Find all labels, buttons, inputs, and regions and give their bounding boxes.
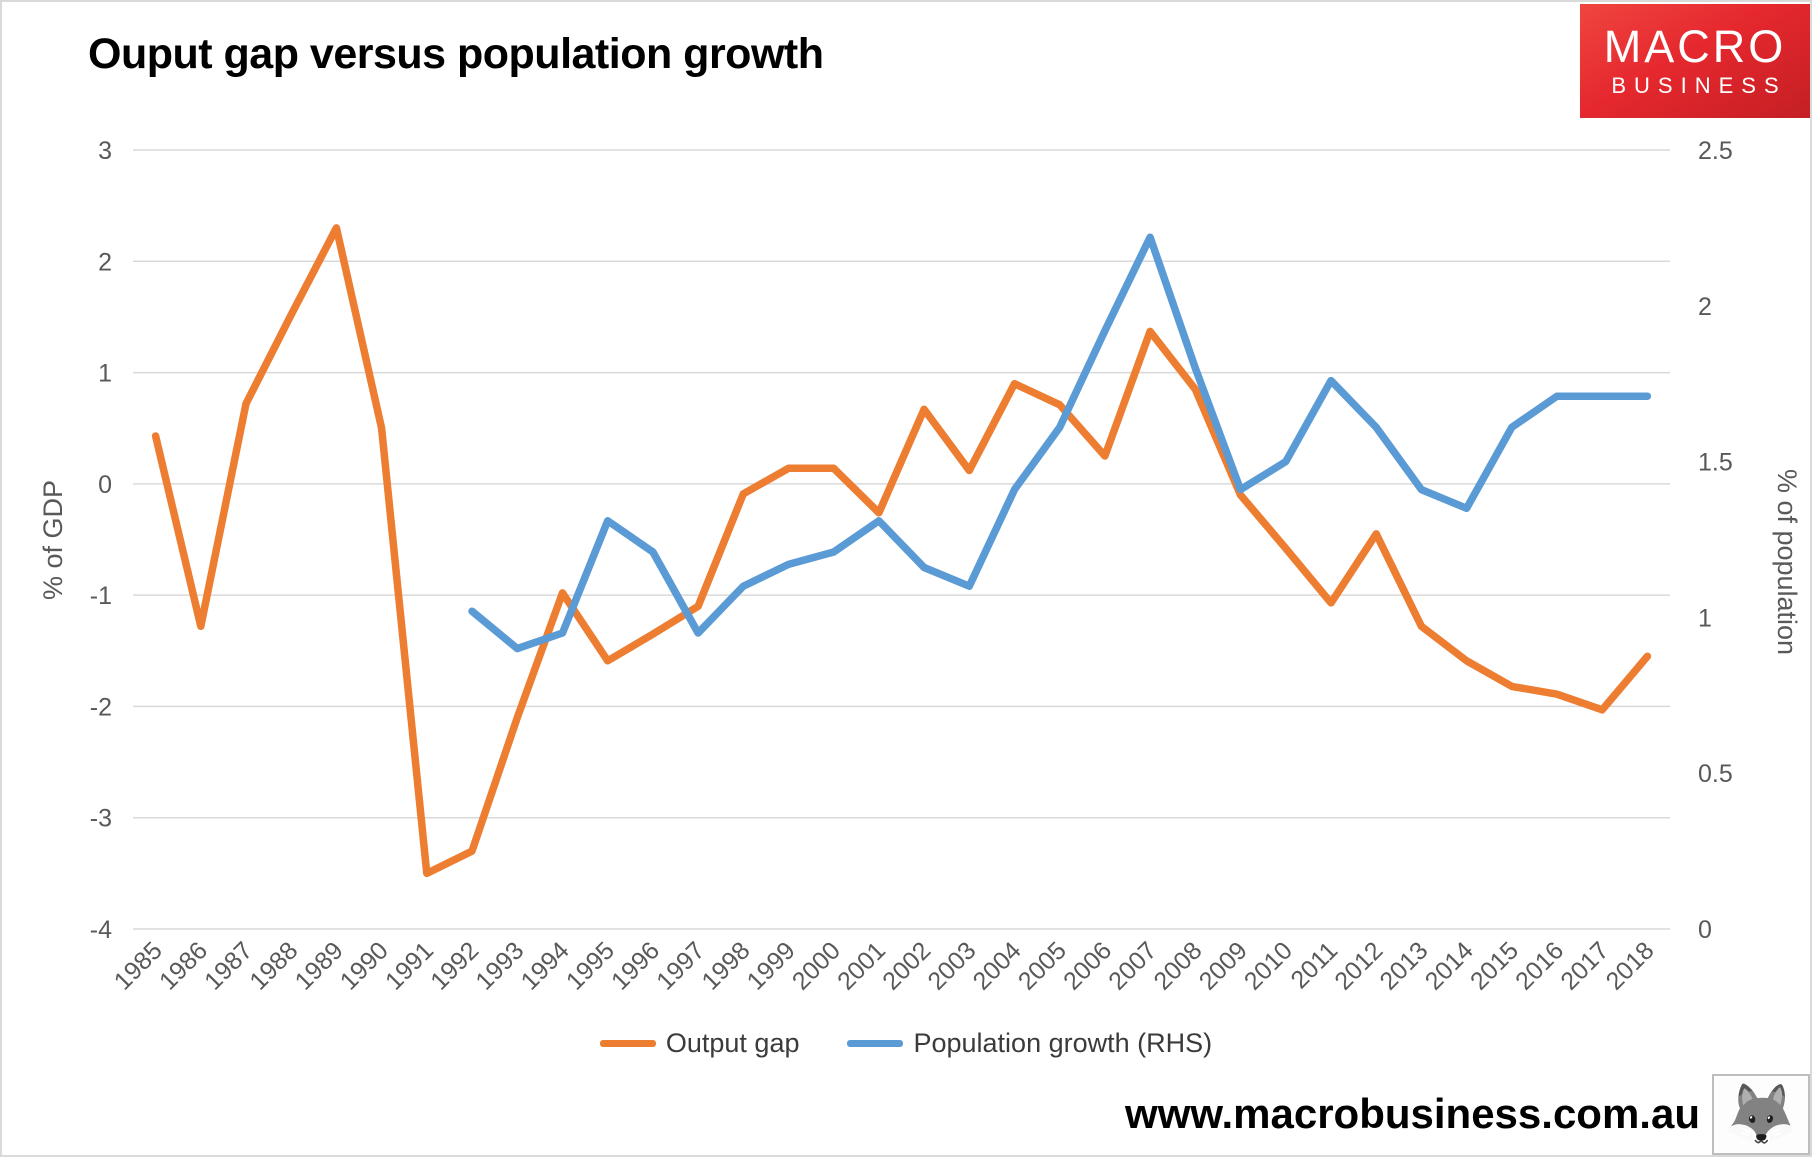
x-axis-year-label: 1987 [199,936,258,995]
x-axis-year-label: 1997 [651,936,710,995]
fox-sketch-image: 🦊 [1712,1074,1810,1155]
x-axis-year-label: 2017 [1555,936,1614,995]
y-axis-left-tick-label: 1 [98,360,112,388]
x-axis-year-label: 1989 [290,936,349,995]
x-axis-year-label: 1998 [696,936,755,995]
chart-legend: Output gap Population growth (RHS) [0,1028,1812,1059]
fox-icon: 🦊 [1723,1081,1799,1148]
x-axis-year-label: 1985 [109,936,168,995]
macrobusiness-logo: MACRO BUSINESS [1580,4,1810,118]
x-axis-year-label: 2013 [1374,936,1433,995]
y-axis-left-tick-label: -1 [90,582,112,610]
legend-label: Output gap [665,1028,800,1058]
x-axis-year-label: 1995 [561,936,620,995]
y-axis-left-tick-label: 0 [98,471,112,499]
y-axis-right-tick-label: 0 [1698,916,1712,944]
y-axis-right-title: % of population [1772,469,1802,655]
x-axis-year-label: 1999 [742,936,801,995]
population-growth-line-swatch [847,1040,904,1047]
x-axis-year-label: 2010 [1239,936,1298,995]
x-axis-year-label: 2001 [832,936,891,995]
x-axis-year-label: 2000 [787,936,846,995]
logo-line2: BUSINESS [1611,72,1787,98]
x-axis-year-label: 1990 [335,936,394,995]
x-axis-year-label: 1993 [470,936,529,995]
x-axis-year-label: 2004 [968,936,1027,995]
x-axis-year-label: 2014 [1420,936,1479,995]
x-axis-year-label: 1991 [380,936,439,995]
x-axis-year-label: 1992 [425,936,484,995]
chart-title: Ouput gap versus population growth [88,30,824,78]
x-axis-year-label: 2016 [1510,936,1569,995]
y-axis-right-tick-label: 1.5 [1698,449,1733,477]
x-axis-year-label: 2002 [877,936,936,995]
legend-label: Population growth (RHS) [913,1028,1213,1058]
output-gap-line-swatch [599,1040,656,1047]
y-axis-left-tick-label: 3 [98,137,112,165]
x-axis-year-label: 2006 [1058,936,1117,995]
legend-item-population-growth: Population growth (RHS) [847,1028,1212,1059]
series-line-output-gap [151,224,1652,878]
x-axis-year-label: 2008 [1148,936,1207,995]
y-axis-left-tick-label: 2 [98,248,112,276]
x-axis-year-label: 2005 [1013,936,1072,995]
x-axis-year-label: 2003 [922,936,981,995]
y-axis-right-tick-label: 1 [1698,604,1712,632]
y-axis-right-tick-label: 0.5 [1698,760,1733,788]
x-axis-year-label: 1994 [516,936,575,995]
x-axis-year-label: 1986 [154,936,213,995]
website-url: www.macrobusiness.com.au [1125,1090,1700,1137]
x-axis-year-label: 2012 [1329,936,1388,995]
series-line-population-growth-rhs [468,233,1652,653]
x-axis-year-label: 1988 [244,936,303,995]
y-axis-left-tick-label: -3 [90,805,112,833]
y-axis-right-tick-label: 2.5 [1698,137,1733,165]
x-axis-year-label: 2018 [1601,936,1660,995]
x-axis-year-label: 2015 [1465,936,1524,995]
legend-item-output-gap: Output gap [599,1028,800,1059]
x-axis-year-label: 2009 [1194,936,1253,995]
y-axis-left-title: % of GDP [38,480,68,600]
logo-line1: MACRO [1603,20,1787,72]
y-axis-left-tick-label: -2 [90,693,112,721]
y-axis-left-tick-label: -4 [90,916,112,944]
y-axis-right-tick-label: 2 [1698,293,1712,321]
x-axis-year-label: 2007 [1103,936,1162,995]
x-axis-year-label: 1996 [606,936,665,995]
x-axis-year-label: 2011 [1285,936,1343,994]
